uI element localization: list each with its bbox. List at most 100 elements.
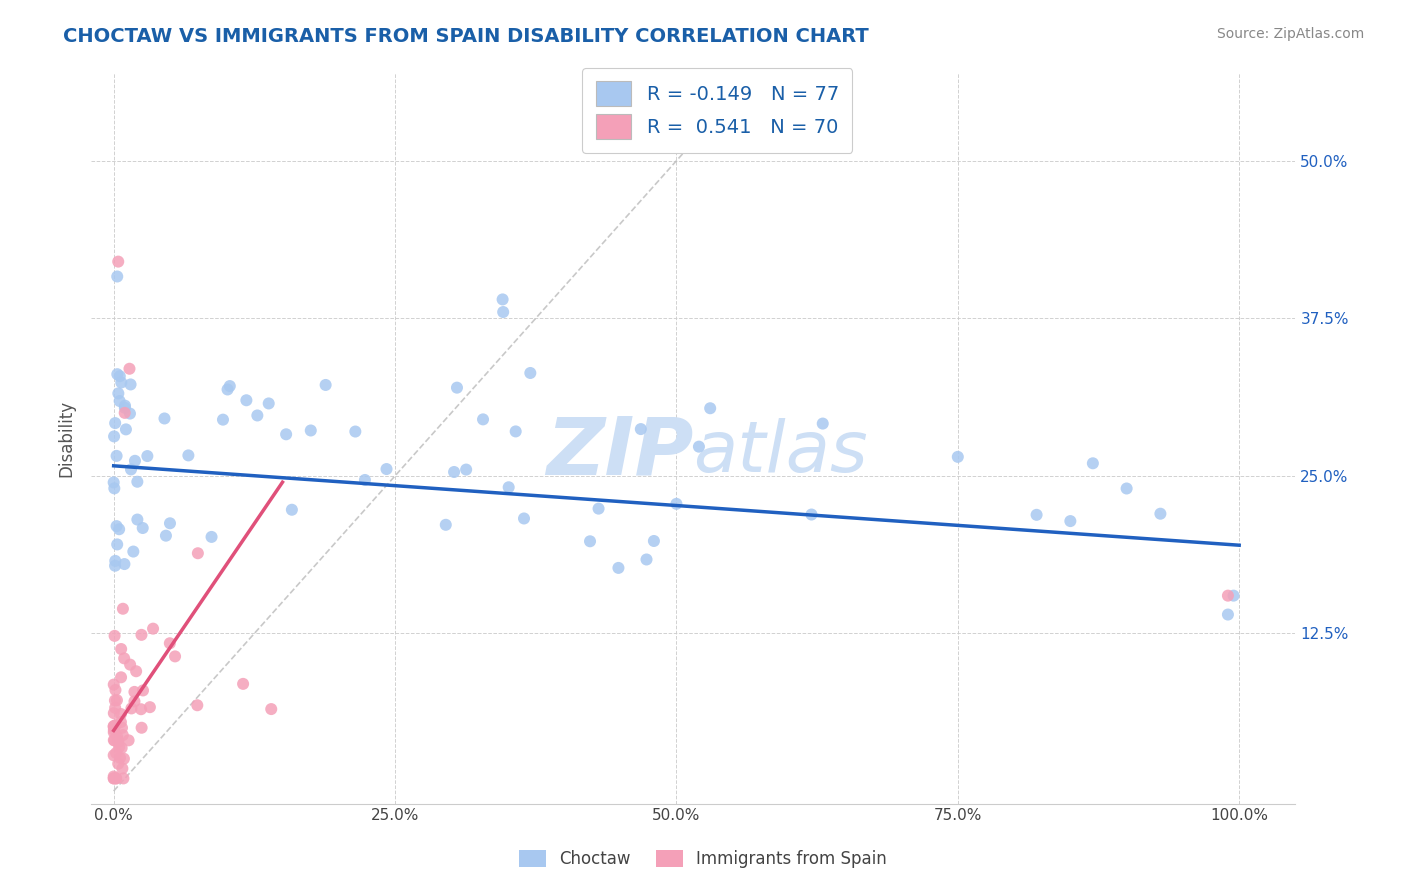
Point	[588, 501, 610, 516]
Point	[107, 756, 129, 771]
Point	[344, 425, 367, 439]
Point	[127, 475, 149, 489]
Point	[103, 719, 125, 733]
Point	[112, 772, 135, 786]
Point	[159, 516, 181, 531]
Point	[103, 772, 125, 786]
Point	[105, 368, 128, 382]
Point	[112, 557, 135, 571]
Point	[104, 693, 127, 707]
Point	[800, 508, 823, 522]
Point	[281, 502, 304, 516]
Point	[132, 683, 155, 698]
Point	[131, 721, 153, 735]
Point	[513, 511, 536, 525]
Point	[187, 546, 209, 560]
Point	[472, 412, 495, 426]
Point	[104, 718, 127, 732]
Point	[120, 701, 142, 715]
Point	[105, 449, 128, 463]
Point	[111, 601, 134, 615]
Point	[124, 685, 146, 699]
Point	[103, 733, 125, 747]
Point	[443, 465, 465, 479]
Legend: R = -0.149   N = 77, R =  0.541   N = 70: R = -0.149 N = 77, R = 0.541 N = 70	[582, 68, 852, 153]
Point	[110, 642, 132, 657]
Point	[434, 517, 457, 532]
Point	[105, 730, 128, 744]
Point	[104, 701, 127, 715]
Point	[103, 720, 125, 734]
Point	[159, 636, 181, 650]
Point	[446, 381, 468, 395]
Point	[114, 401, 136, 415]
Text: atlas: atlas	[693, 418, 868, 487]
Point	[456, 462, 478, 476]
Point	[108, 740, 131, 755]
Text: CHOCTAW VS IMMIGRANTS FROM SPAIN DISABILITY CORRELATION CHART: CHOCTAW VS IMMIGRANTS FROM SPAIN DISABIL…	[63, 27, 869, 45]
Point	[122, 544, 145, 558]
Point	[103, 748, 125, 763]
Point	[1081, 456, 1104, 470]
Point	[111, 762, 134, 776]
Point	[107, 734, 129, 748]
Point	[125, 665, 148, 679]
Point	[491, 293, 513, 307]
Point	[114, 399, 136, 413]
Text: Source: ZipAtlas.com: Source: ZipAtlas.com	[1216, 27, 1364, 41]
Point	[315, 378, 337, 392]
Point	[104, 683, 127, 698]
Point	[136, 449, 159, 463]
Point	[492, 305, 515, 319]
Point	[946, 450, 969, 464]
Point	[107, 386, 129, 401]
Point	[117, 733, 139, 747]
Point	[142, 622, 165, 636]
Point	[200, 530, 222, 544]
Point	[103, 723, 125, 737]
Point	[276, 427, 298, 442]
Point	[1216, 607, 1239, 622]
Point	[139, 700, 162, 714]
Point	[505, 425, 527, 439]
Point	[105, 772, 128, 786]
Point	[665, 497, 688, 511]
Point	[607, 561, 630, 575]
Point	[630, 422, 652, 436]
Point	[257, 396, 280, 410]
Point	[165, 649, 187, 664]
Text: ZIP: ZIP	[546, 414, 693, 491]
Point	[1059, 514, 1081, 528]
Point	[108, 394, 131, 409]
Point	[118, 407, 141, 421]
Point	[124, 454, 146, 468]
Point	[107, 254, 129, 268]
Point	[498, 480, 520, 494]
Point	[110, 714, 132, 729]
Point	[699, 401, 721, 416]
Point	[104, 416, 127, 430]
Point	[107, 734, 129, 748]
Point	[1115, 482, 1137, 496]
Point	[375, 462, 398, 476]
Point	[105, 772, 128, 786]
Point	[1149, 507, 1171, 521]
Point	[218, 379, 240, 393]
Point	[111, 721, 134, 735]
Point	[124, 694, 146, 708]
Point	[103, 770, 125, 784]
Point	[110, 670, 132, 684]
Point	[235, 393, 257, 408]
Point	[153, 411, 176, 425]
Point	[105, 269, 128, 284]
Point	[1025, 508, 1047, 522]
Point	[105, 519, 128, 533]
Point	[688, 440, 710, 454]
Point	[127, 512, 149, 526]
Point	[110, 706, 132, 721]
Point	[118, 361, 141, 376]
Point	[108, 369, 131, 384]
Point	[120, 462, 142, 476]
Point	[1216, 589, 1239, 603]
Point	[110, 376, 132, 390]
